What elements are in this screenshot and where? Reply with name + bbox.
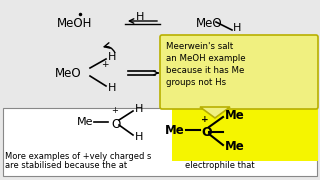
Text: H: H	[108, 52, 116, 62]
Text: H: H	[135, 132, 143, 142]
Text: H: H	[233, 23, 241, 33]
Text: are stabilised because the at: are stabilised because the at	[5, 161, 127, 170]
Text: H: H	[135, 104, 143, 114]
Text: More examples of +vely charged s: More examples of +vely charged s	[5, 152, 151, 161]
Text: Meerwein's salt
an MeOH example
because it has Me
groups not Hs: Meerwein's salt an MeOH example because …	[166, 42, 246, 87]
Text: Me: Me	[76, 117, 93, 127]
FancyBboxPatch shape	[160, 35, 318, 109]
FancyBboxPatch shape	[172, 109, 318, 161]
Text: O: O	[111, 118, 120, 131]
Text: H: H	[108, 83, 116, 93]
Text: O: O	[201, 126, 212, 139]
Text: Me: Me	[225, 141, 245, 154]
Polygon shape	[200, 107, 230, 118]
Text: +: +	[111, 106, 118, 115]
Text: electrophile that: electrophile that	[185, 161, 255, 170]
Text: H: H	[136, 12, 144, 22]
Text: +: +	[101, 60, 109, 69]
Text: Me: Me	[165, 123, 185, 136]
Text: MeO: MeO	[196, 17, 223, 30]
FancyBboxPatch shape	[3, 108, 317, 176]
Text: Me: Me	[225, 109, 245, 122]
Text: MeOH: MeOH	[57, 17, 93, 30]
Text: +: +	[201, 115, 209, 124]
Text: MeO: MeO	[55, 66, 81, 80]
